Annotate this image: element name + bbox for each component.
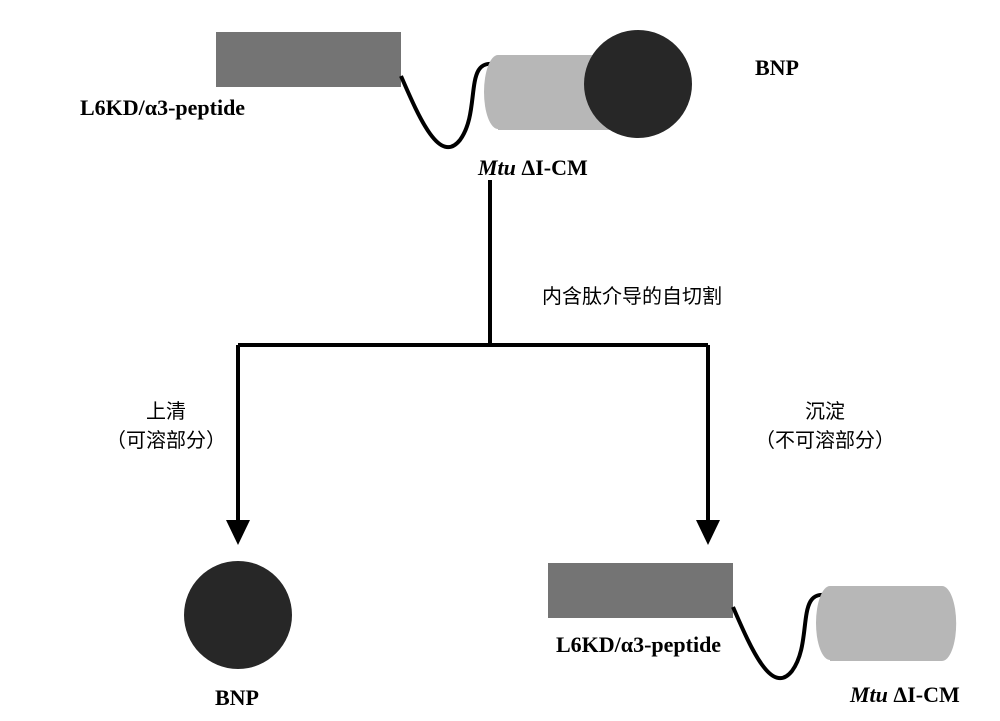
top-peptide-label: L6KD/α3-peptide (80, 95, 245, 121)
right-tag-rect (548, 563, 733, 618)
top-bnp-label: BNP (755, 55, 799, 81)
supernatant-note: （可溶部分） (106, 424, 226, 453)
bottom-peptide-label: L6KD/α3-peptide (556, 632, 721, 658)
bottom-bnp-label: BNP (215, 685, 259, 711)
supernatant-label: 上清 （可溶部分） (106, 395, 226, 453)
right-mtu-cylinder (816, 586, 956, 661)
pellet-label: 沉淀 （不可溶部分） (755, 395, 895, 453)
right-linker-path (733, 595, 830, 678)
top-linker-path (401, 64, 498, 147)
left-arrowhead (226, 520, 250, 545)
left-bnp-circle (184, 561, 292, 669)
bottom-mtu-suffix: ΔI-CM (888, 682, 960, 707)
bottom-mtu-label: Mtu ΔI-CM (850, 682, 960, 708)
top-mtu-italic: Mtu (478, 155, 516, 180)
supernatant-text: 上清 (106, 395, 226, 424)
bottom-mtu-italic: Mtu (850, 682, 888, 707)
top-tag-rect (216, 32, 401, 87)
right-arrowhead (696, 520, 720, 545)
pellet-text: 沉淀 (755, 395, 895, 424)
top-mtu-suffix: ΔI-CM (516, 155, 588, 180)
top-mtu-label: Mtu ΔI-CM (478, 155, 588, 181)
cleavage-note: 内含肽介导的自切割 (542, 280, 722, 309)
pellet-note: （不可溶部分） (755, 424, 895, 453)
top-bnp-circle (584, 30, 692, 138)
